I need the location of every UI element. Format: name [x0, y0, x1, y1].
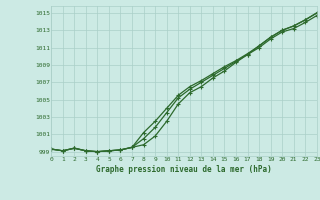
- X-axis label: Graphe pression niveau de la mer (hPa): Graphe pression niveau de la mer (hPa): [96, 165, 272, 174]
